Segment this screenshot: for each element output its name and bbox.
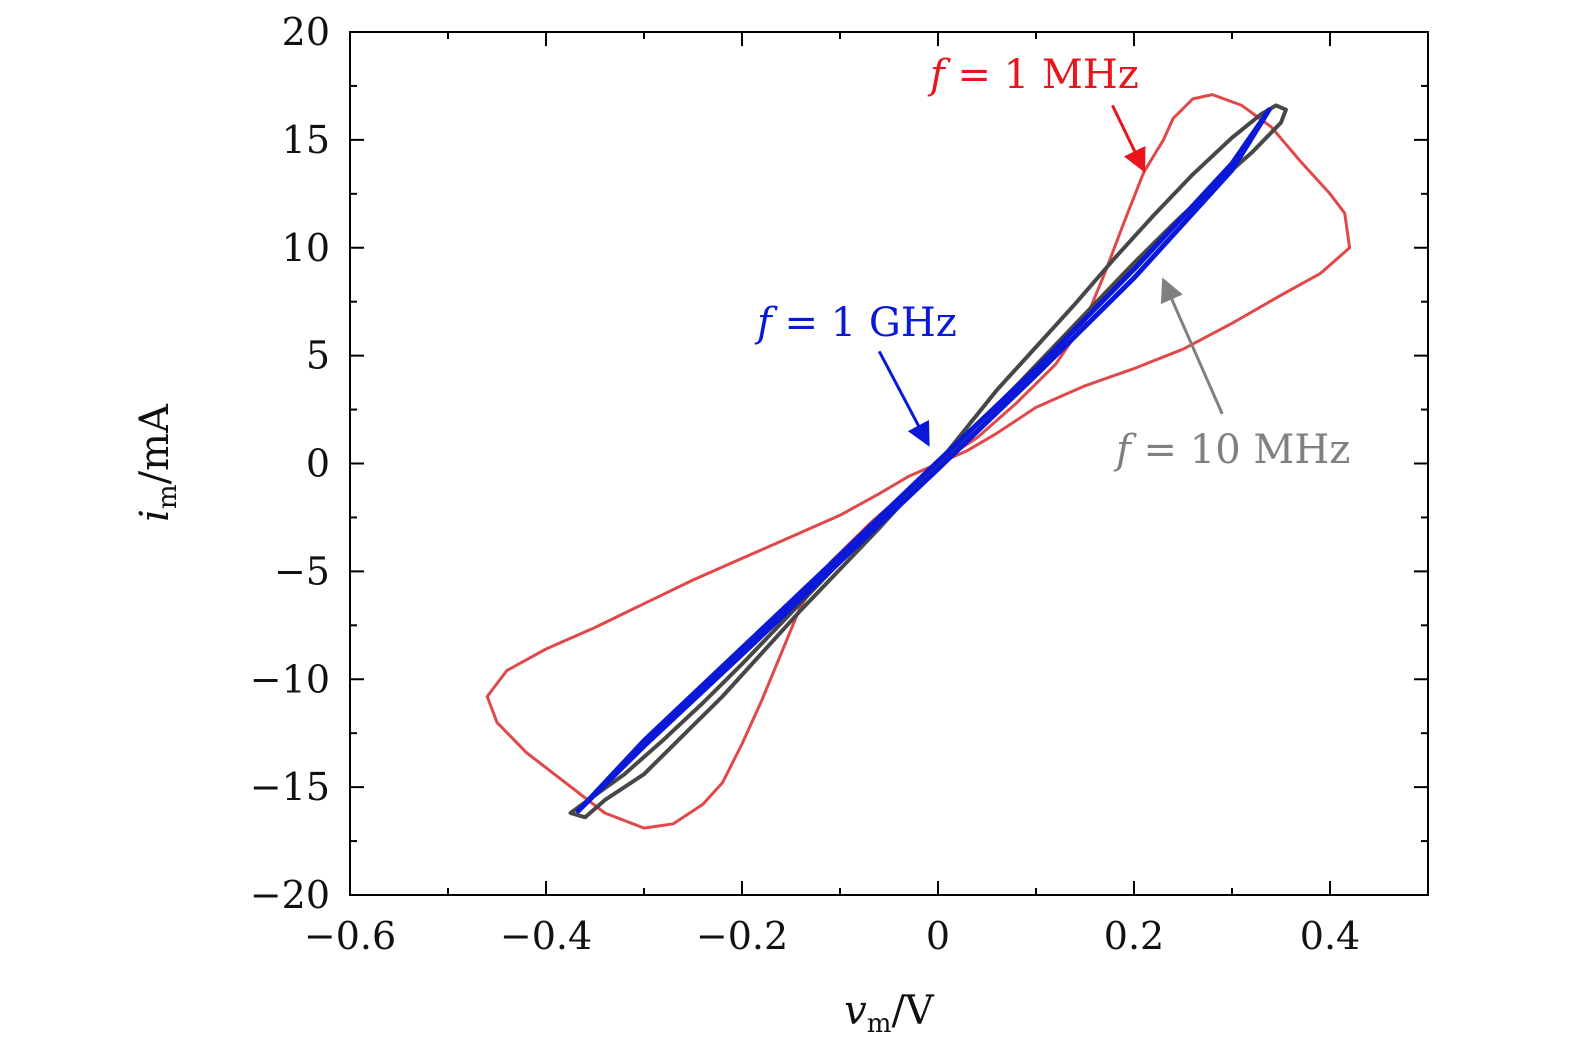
y-tick-label: 0 xyxy=(306,442,330,486)
y-tick-labels: −20 −15 −10 −5 0 5 10 15 20 xyxy=(250,10,330,917)
y-tick-label: −20 xyxy=(250,873,330,917)
x-tick-label: −0.4 xyxy=(500,914,592,958)
annotation-label: f = 1 GHz xyxy=(754,300,957,346)
x-tick-label: −0.2 xyxy=(696,914,788,958)
x-axis-label: vm/V xyxy=(844,988,935,1039)
annotations: f = 1 MHz f = 1 GHz f = 10 MHz xyxy=(754,52,1350,473)
x-axis-unit: /V xyxy=(891,988,934,1034)
annotation-arrow xyxy=(1111,104,1146,173)
annotation-eq: = 10 MHz xyxy=(1131,427,1350,473)
x-tick-label: 0 xyxy=(926,914,950,958)
y-axis-var: i xyxy=(132,509,178,522)
annotation-arrow xyxy=(1160,277,1224,415)
y-axis-label: im/mA xyxy=(132,403,183,522)
series-line-3 xyxy=(575,107,1272,814)
y-tick-label: 10 xyxy=(282,226,330,270)
annotation-label: f = 1 MHz xyxy=(927,52,1139,98)
annotation-arrow xyxy=(877,350,930,447)
series-layer xyxy=(485,93,1352,830)
y-tick-label: 5 xyxy=(306,334,330,378)
x-tick-label: −0.6 xyxy=(304,914,396,958)
y-tick-label: −15 xyxy=(250,765,330,809)
x-axis-sub: m xyxy=(867,1009,892,1039)
y-tick-label: 20 xyxy=(282,10,330,54)
x-tick-labels: −0.6 −0.4 −0.2 0 0.2 0.4 xyxy=(304,914,1360,958)
x-tick-label: 0.2 xyxy=(1104,914,1164,958)
annotation-eq: = 1 MHz xyxy=(945,52,1139,98)
x-axis-var: v xyxy=(844,988,867,1034)
y-tick-label: −5 xyxy=(274,549,330,593)
annotation-eq: = 1 GHz xyxy=(772,300,957,346)
y-axis-sub: m xyxy=(153,484,183,509)
x-tick-label: 0.4 xyxy=(1300,914,1360,958)
y-tick-label: −10 xyxy=(250,657,330,701)
plot-frame xyxy=(349,31,1429,896)
y-tick-label: 15 xyxy=(282,118,330,162)
y-axis-unit: /mA xyxy=(132,403,178,484)
annotation-label: f = 10 MHz xyxy=(1113,427,1350,473)
